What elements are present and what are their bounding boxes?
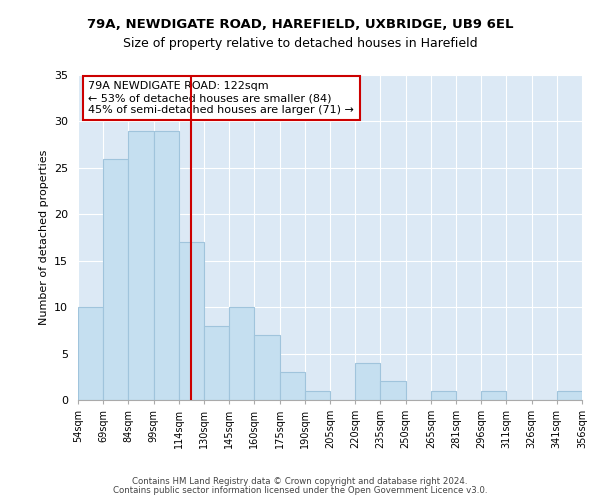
- Bar: [229, 307, 254, 400]
- Text: 79A, NEWDIGATE ROAD, HAREFIELD, UXBRIDGE, UB9 6EL: 79A, NEWDIGATE ROAD, HAREFIELD, UXBRIDGE…: [87, 18, 513, 30]
- Bar: [305, 390, 330, 400]
- Text: 79A NEWDIGATE ROAD: 122sqm
← 53% of detached houses are smaller (84)
45% of semi: 79A NEWDIGATE ROAD: 122sqm ← 53% of deta…: [88, 82, 354, 114]
- Y-axis label: Number of detached properties: Number of detached properties: [38, 150, 49, 325]
- Bar: [179, 242, 204, 400]
- Bar: [103, 158, 128, 400]
- Bar: [280, 372, 305, 400]
- Bar: [380, 382, 406, 400]
- Bar: [254, 335, 280, 400]
- Bar: [431, 390, 456, 400]
- Bar: [481, 390, 506, 400]
- Bar: [204, 326, 229, 400]
- Bar: [355, 363, 380, 400]
- Text: Contains public sector information licensed under the Open Government Licence v3: Contains public sector information licen…: [113, 486, 487, 495]
- Bar: [154, 130, 179, 400]
- Bar: [128, 130, 154, 400]
- Text: Contains HM Land Registry data © Crown copyright and database right 2024.: Contains HM Land Registry data © Crown c…: [132, 477, 468, 486]
- Text: Size of property relative to detached houses in Harefield: Size of property relative to detached ho…: [122, 38, 478, 51]
- Bar: [557, 390, 582, 400]
- Bar: [78, 307, 103, 400]
